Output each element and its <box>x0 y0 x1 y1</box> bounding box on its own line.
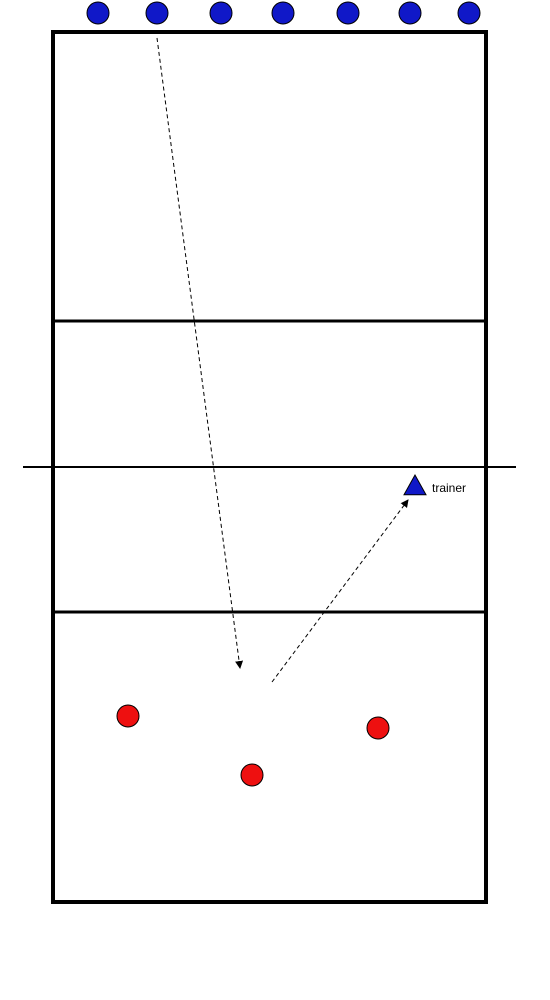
red-player-2 <box>367 717 389 739</box>
arrow-1 <box>272 500 408 682</box>
diagram-canvas: trainer <box>0 0 550 1000</box>
trainer-icon <box>404 475 426 495</box>
blue-ball-6 <box>458 2 480 24</box>
blue-ball-4 <box>337 2 359 24</box>
red-player-0 <box>117 705 139 727</box>
trainer-label: trainer <box>432 481 466 495</box>
blue-ball-0 <box>87 2 109 24</box>
diagram-svg <box>0 0 550 1000</box>
blue-ball-2 <box>210 2 232 24</box>
red-player-1 <box>241 764 263 786</box>
blue-ball-5 <box>399 2 421 24</box>
blue-ball-1 <box>146 2 168 24</box>
blue-ball-3 <box>272 2 294 24</box>
arrow-0 <box>157 38 240 668</box>
